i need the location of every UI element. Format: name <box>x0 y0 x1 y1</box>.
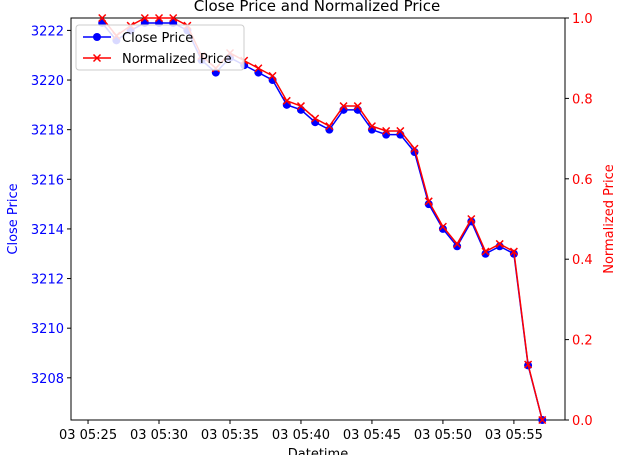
chart-title: Close Price and Normalized Price <box>194 0 440 15</box>
normalized-price-point <box>339 102 348 111</box>
x-tick-label: 03 05:35 <box>201 428 259 443</box>
x-tick-label: 03 05:45 <box>343 428 401 443</box>
y-axis-left: 3208 3210 3212 3214 3216 3218 3220 3222 <box>31 24 71 387</box>
legend: Close Price Normalized Price <box>75 24 245 71</box>
x-axis-title: Datetime <box>288 447 348 455</box>
y-right-tick-label: 0.8 <box>572 92 593 107</box>
normalized-price-point <box>524 360 533 369</box>
x-tick-label: 03 05:55 <box>485 428 543 443</box>
normalized-price-point <box>140 13 149 23</box>
y-left-tick-label: 3212 <box>31 273 64 288</box>
y-left-tick-label: 3222 <box>31 24 64 39</box>
x-axis: 03 05:25 03 05:30 03 05:35 03 05:40 03 05:45… <box>59 420 543 443</box>
y-axis-right-title: Normalized Price <box>602 164 617 274</box>
normalized-price-point <box>367 122 376 131</box>
normalized-price-point <box>410 144 419 153</box>
normalized-price-point <box>154 13 164 23</box>
normalized-price-point <box>353 102 362 111</box>
normalized-price-point <box>325 122 334 131</box>
y-right-tick-label: 0.0 <box>572 414 593 429</box>
legend-normalized-marker <box>92 53 102 63</box>
y-right-tick-label: 0.6 <box>572 173 593 188</box>
y-left-tick-label: 3208 <box>31 372 64 387</box>
normalized-price-point <box>467 214 476 224</box>
y-left-tick-label: 3210 <box>31 322 64 337</box>
normalized-price-point <box>538 415 547 425</box>
x-tick-label: 03 05:25 <box>59 428 117 443</box>
y-axis-right: 0.0 0.2 0.4 0.6 0.8 1.0 <box>565 12 593 429</box>
plot-area <box>70 17 566 421</box>
y-right-tick-label: 0.2 <box>572 334 593 349</box>
normalized-price-point <box>98 13 107 23</box>
normalized-price-point <box>396 126 405 135</box>
y-left-tick-label: 3214 <box>31 223 64 238</box>
legend-close-marker <box>93 33 101 41</box>
legend-normalized-label: Normalized Price <box>122 52 232 67</box>
normalized-price-point <box>424 197 433 206</box>
normalized-price-point <box>509 247 518 256</box>
normalized-price-point <box>453 239 462 248</box>
close-price-point <box>453 242 462 251</box>
y-right-tick-label: 1.0 <box>572 12 593 27</box>
normalized-price-point <box>169 13 178 23</box>
normalized-price-point <box>296 102 305 111</box>
normalized-price-point <box>254 64 263 73</box>
y-left-tick-label: 3216 <box>31 173 64 188</box>
normalized-price-point <box>268 71 277 80</box>
legend-box <box>75 24 245 71</box>
y-left-tick-label: 3218 <box>31 124 64 139</box>
normalized-price-point <box>438 222 447 231</box>
close-price-point <box>438 224 447 233</box>
normalized-price-point <box>481 247 490 256</box>
x-tick-label: 03 05:50 <box>414 428 472 443</box>
x-tick-label: 03 05:30 <box>130 428 188 443</box>
y-axis-left-title: Close Price <box>6 183 21 254</box>
legend-close-label: Close Price <box>122 31 193 46</box>
y-left-tick-label: 3220 <box>31 74 64 89</box>
close-price-point <box>481 249 490 258</box>
normalized-price-point <box>311 114 320 123</box>
normalized-price-point <box>382 126 391 135</box>
series-line-normalized-price <box>101 17 544 421</box>
normalized-price-point <box>495 239 504 248</box>
x-tick-label: 03 05:40 <box>272 428 330 443</box>
normalized-price-point <box>282 96 291 105</box>
y-right-tick-label: 0.4 <box>572 253 593 268</box>
